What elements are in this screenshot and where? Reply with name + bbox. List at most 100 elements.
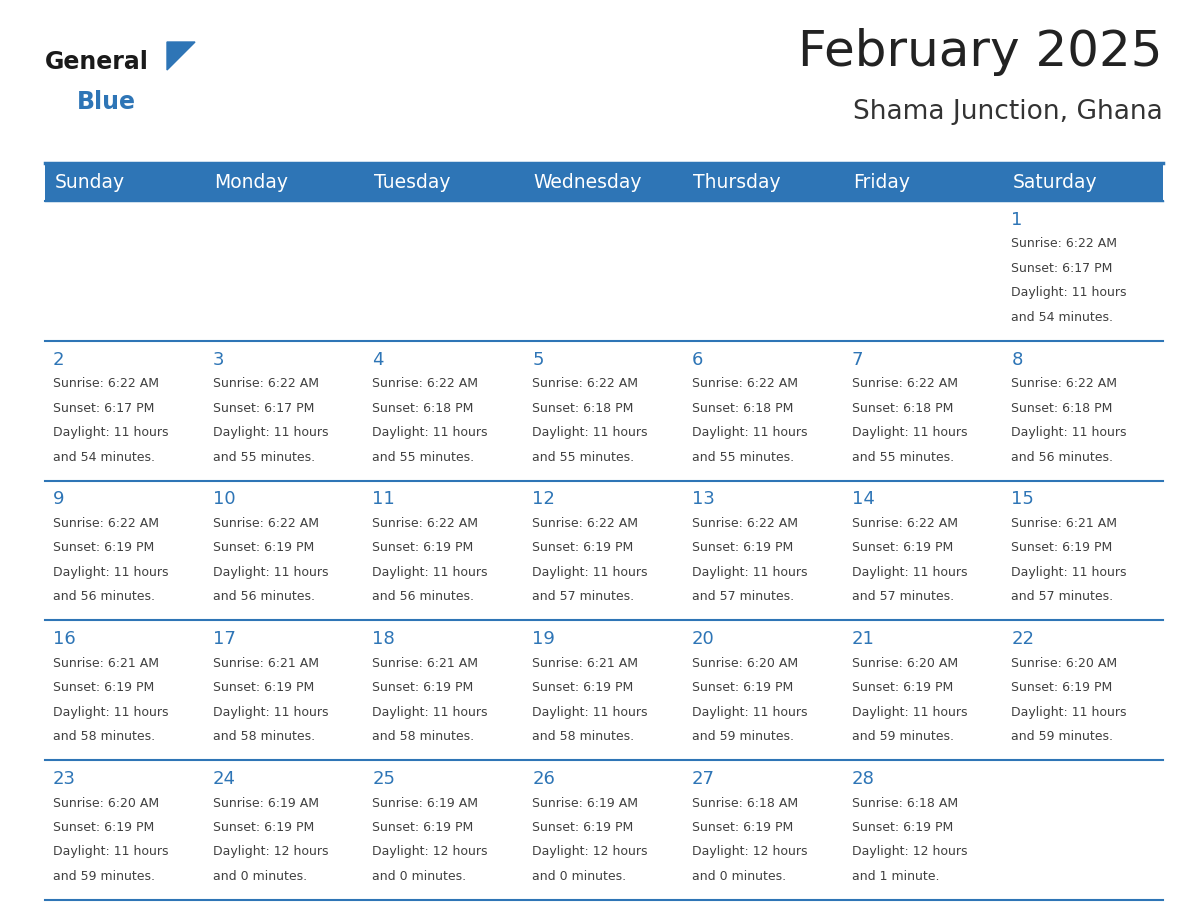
Text: and 0 minutes.: and 0 minutes. [532,870,626,883]
Text: 12: 12 [532,490,555,509]
Text: Sunrise: 6:20 AM: Sunrise: 6:20 AM [1011,656,1118,670]
Text: Sunset: 6:19 PM: Sunset: 6:19 PM [852,821,953,834]
Polygon shape [168,42,195,70]
Text: Sunset: 6:19 PM: Sunset: 6:19 PM [852,681,953,694]
Text: 17: 17 [213,630,235,648]
Text: 3: 3 [213,351,225,369]
Text: Daylight: 11 hours: Daylight: 11 hours [53,565,169,579]
Text: Sunrise: 6:18 AM: Sunrise: 6:18 AM [852,797,958,810]
Text: Daylight: 11 hours: Daylight: 11 hours [1011,286,1126,299]
Text: and 59 minutes.: and 59 minutes. [691,730,794,744]
Text: 11: 11 [372,490,396,509]
Text: Sunrise: 6:19 AM: Sunrise: 6:19 AM [532,797,638,810]
Text: and 55 minutes.: and 55 minutes. [213,451,315,464]
Text: Daylight: 12 hours: Daylight: 12 hours [213,845,328,858]
Text: and 59 minutes.: and 59 minutes. [53,870,154,883]
Text: 13: 13 [691,490,715,509]
Text: and 55 minutes.: and 55 minutes. [372,451,474,464]
Text: Sunset: 6:17 PM: Sunset: 6:17 PM [213,401,314,415]
Bar [204,201,365,341]
Bar [365,621,524,760]
Text: Sunset: 6:19 PM: Sunset: 6:19 PM [372,681,474,694]
Bar [524,341,684,481]
Bar [204,341,365,481]
Text: and 56 minutes.: and 56 minutes. [213,590,315,603]
Text: 27: 27 [691,770,715,788]
Text: Sunrise: 6:22 AM: Sunrise: 6:22 AM [852,517,958,530]
Text: Daylight: 12 hours: Daylight: 12 hours [532,845,647,858]
Text: Sunrise: 6:22 AM: Sunrise: 6:22 AM [53,377,159,390]
Text: and 56 minutes.: and 56 minutes. [372,590,474,603]
Text: Shama Junction, Ghana: Shama Junction, Ghana [853,99,1163,125]
Text: and 57 minutes.: and 57 minutes. [532,590,634,603]
Text: 6: 6 [691,351,703,369]
Text: 8: 8 [1011,351,1023,369]
Text: Sunrise: 6:18 AM: Sunrise: 6:18 AM [691,797,798,810]
Text: Sunset: 6:19 PM: Sunset: 6:19 PM [1011,542,1112,554]
Text: February 2025: February 2025 [798,28,1163,76]
Text: Sunrise: 6:19 AM: Sunrise: 6:19 AM [372,797,479,810]
Text: Sunrise: 6:20 AM: Sunrise: 6:20 AM [691,656,798,670]
Text: Sunset: 6:19 PM: Sunset: 6:19 PM [53,821,154,834]
Text: Sunset: 6:18 PM: Sunset: 6:18 PM [691,401,794,415]
Text: Sunset: 6:19 PM: Sunset: 6:19 PM [213,821,314,834]
Text: and 57 minutes.: and 57 minutes. [691,590,794,603]
Bar [524,760,684,900]
Bar [524,201,684,341]
Bar [1004,163,1163,201]
Text: Daylight: 11 hours: Daylight: 11 hours [53,426,169,439]
Text: Sunset: 6:19 PM: Sunset: 6:19 PM [532,681,633,694]
Text: Daylight: 12 hours: Daylight: 12 hours [372,845,488,858]
Text: and 0 minutes.: and 0 minutes. [213,870,307,883]
Text: General: General [45,50,148,74]
Text: Sunrise: 6:22 AM: Sunrise: 6:22 AM [213,377,318,390]
Text: Sunrise: 6:22 AM: Sunrise: 6:22 AM [532,377,638,390]
Text: Sunset: 6:19 PM: Sunset: 6:19 PM [53,542,154,554]
Bar [204,481,365,621]
Bar [204,621,365,760]
Bar [843,621,1004,760]
Text: Daylight: 11 hours: Daylight: 11 hours [691,426,808,439]
Text: Sunrise: 6:22 AM: Sunrise: 6:22 AM [53,517,159,530]
Text: 22: 22 [1011,630,1035,648]
Text: Sunset: 6:19 PM: Sunset: 6:19 PM [213,681,314,694]
Text: Tuesday: Tuesday [374,173,450,192]
Text: Daylight: 11 hours: Daylight: 11 hours [53,706,169,719]
Bar [1004,760,1163,900]
Text: and 56 minutes.: and 56 minutes. [1011,451,1113,464]
Text: Thursday: Thursday [694,173,781,192]
Text: Sunrise: 6:20 AM: Sunrise: 6:20 AM [53,797,159,810]
Text: Sunrise: 6:21 AM: Sunrise: 6:21 AM [213,656,318,670]
Text: 2: 2 [53,351,64,369]
Bar [684,621,843,760]
Bar [684,760,843,900]
Text: and 58 minutes.: and 58 minutes. [213,730,315,744]
Text: and 0 minutes.: and 0 minutes. [372,870,467,883]
Text: 18: 18 [372,630,396,648]
Text: and 0 minutes.: and 0 minutes. [691,870,786,883]
Bar [684,481,843,621]
Text: 16: 16 [53,630,76,648]
Text: and 59 minutes.: and 59 minutes. [1011,730,1113,744]
Text: Daylight: 11 hours: Daylight: 11 hours [691,706,808,719]
Bar [365,341,524,481]
Text: 4: 4 [372,351,384,369]
Text: Sunset: 6:19 PM: Sunset: 6:19 PM [691,821,794,834]
Text: Sunset: 6:19 PM: Sunset: 6:19 PM [852,542,953,554]
Text: Daylight: 11 hours: Daylight: 11 hours [372,426,488,439]
Text: Sunset: 6:19 PM: Sunset: 6:19 PM [691,542,794,554]
Text: Daylight: 11 hours: Daylight: 11 hours [852,426,967,439]
Text: Sunset: 6:19 PM: Sunset: 6:19 PM [1011,681,1112,694]
Text: and 55 minutes.: and 55 minutes. [691,451,794,464]
Text: 28: 28 [852,770,874,788]
Text: Daylight: 11 hours: Daylight: 11 hours [532,565,647,579]
Text: Daylight: 11 hours: Daylight: 11 hours [852,706,967,719]
Text: Daylight: 11 hours: Daylight: 11 hours [372,565,488,579]
Text: Sunset: 6:18 PM: Sunset: 6:18 PM [532,401,633,415]
Text: 9: 9 [53,490,64,509]
Text: Sunrise: 6:21 AM: Sunrise: 6:21 AM [372,656,479,670]
Text: and 1 minute.: and 1 minute. [852,870,939,883]
Bar [45,201,204,341]
Text: Sunrise: 6:22 AM: Sunrise: 6:22 AM [532,517,638,530]
Text: Daylight: 11 hours: Daylight: 11 hours [213,426,328,439]
